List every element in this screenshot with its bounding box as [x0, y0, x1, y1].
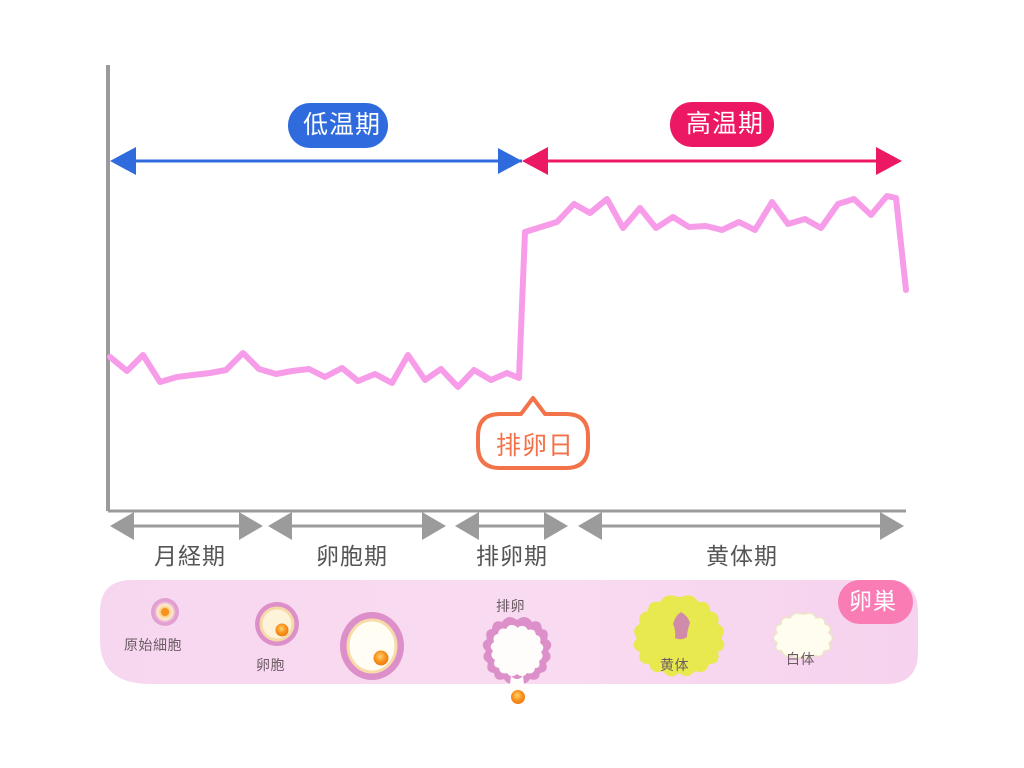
- phase-label-ovulatory: 排卵期: [476, 543, 548, 569]
- organ-label-primordial-cell: 原始細胞: [124, 637, 182, 653]
- phase-arrow-ovulatory: [455, 512, 568, 540]
- phase-arrow-menstrual: [110, 512, 263, 540]
- ovulation-day-label: 排卵日: [496, 432, 575, 460]
- high-temperature-arrow: [522, 147, 902, 175]
- corpus-albicans-icon: [772, 612, 834, 659]
- phase-label-menstrual: 月経期: [154, 543, 226, 569]
- phase-arrow-follicular: [268, 512, 446, 540]
- corpus-luteum-icon: [633, 595, 725, 677]
- ovary-badge: [838, 580, 913, 624]
- follicle-icon: [255, 602, 299, 646]
- phase-arrow-luteal: [578, 512, 904, 540]
- mature-follicle-icon: [340, 612, 404, 680]
- ovary-badge-label: 卵巣: [849, 588, 897, 614]
- low-temperature-badge-label: 低温期: [303, 111, 382, 139]
- organ-label-corpus-albicans: 白体: [786, 651, 815, 667]
- ovulation-day-callout: [476, 396, 590, 470]
- phase-label-follicular: 卵胞期: [316, 543, 388, 569]
- organ-label-ovulation: 排卵: [496, 598, 525, 614]
- basal-body-temperature-curve: [107, 193, 909, 390]
- axes-group: [106, 65, 906, 513]
- low-temperature-badge: [288, 103, 388, 148]
- phase-label-luteal: 黄体期: [706, 543, 778, 569]
- low-temperature-arrow: [110, 147, 522, 175]
- cycle-phase-track: [110, 512, 904, 540]
- ovary-band-group: [100, 580, 918, 704]
- organ-label-corpus-luteum: 黄体: [660, 657, 689, 673]
- high-temperature-badge: [670, 102, 774, 147]
- organ-label-follicle: 卵胞: [256, 657, 285, 673]
- high-temperature-badge-label: 高温期: [686, 110, 765, 138]
- ovulation-burst-icon: [482, 616, 552, 704]
- primordial-cell-icon: [151, 598, 179, 626]
